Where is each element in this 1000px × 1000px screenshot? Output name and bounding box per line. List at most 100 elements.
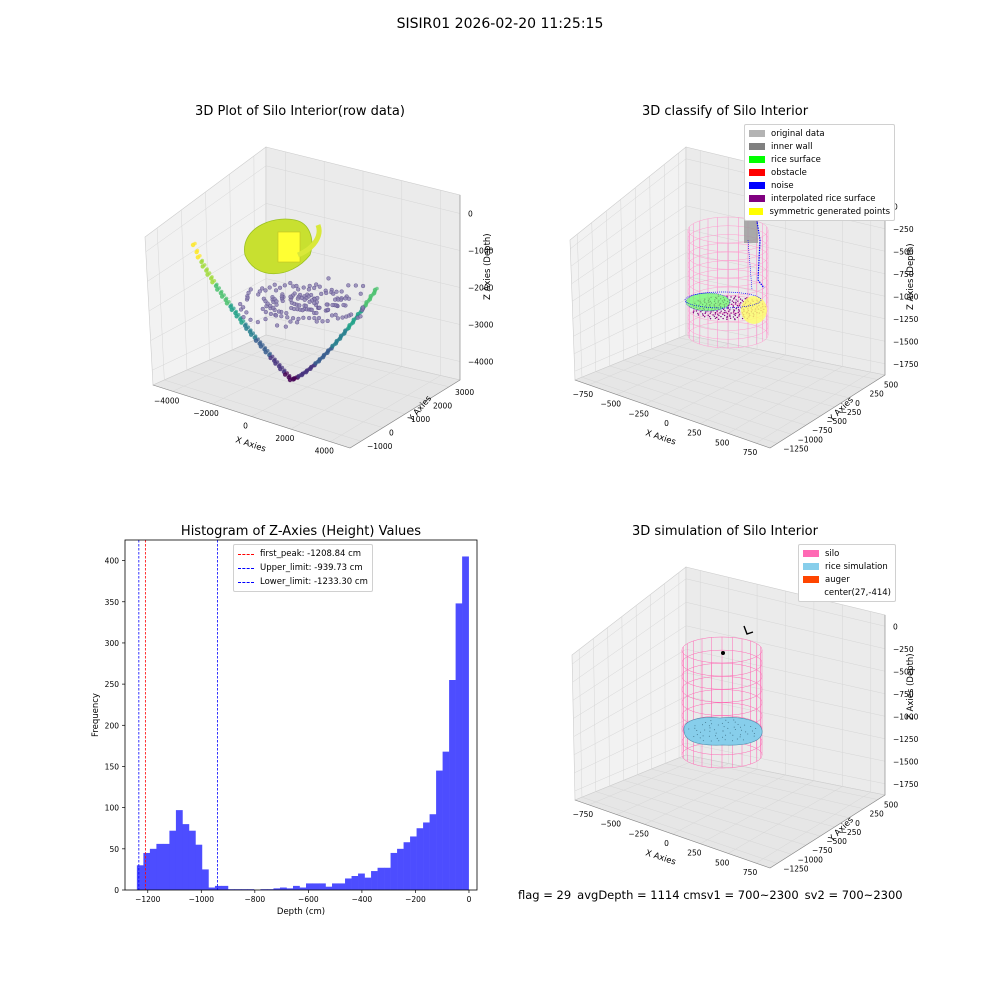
cls-y-tick-label: 250 <box>869 390 884 399</box>
cls-z-tick-label: −1250 <box>893 315 919 324</box>
histogram-bar <box>214 885 222 890</box>
histogram-bar <box>195 844 203 890</box>
histogram-bar <box>162 843 170 890</box>
simulation-z-axis-label: Z Axies (Depth) <box>906 653 916 720</box>
histogram-bar <box>319 883 326 890</box>
classify-legend-item: inner wall <box>749 140 890 153</box>
classify-legend-item: noise <box>749 179 890 192</box>
histogram-bar <box>436 770 443 890</box>
sim-z-tick-label: −1500 <box>893 757 919 766</box>
sim-x-tick-label: 0 <box>664 839 669 848</box>
histogram-y-tick-label: 50 <box>109 845 119 854</box>
status-sv1: sv1 = 700~2300 <box>700 888 799 902</box>
status-flag: flag = 29 <box>518 888 572 902</box>
legend-label: inner wall <box>771 141 813 152</box>
histogram-y-tick-label: 0 <box>114 886 119 895</box>
simulation-legend-item: center(27,-414) <box>803 586 891 599</box>
cls-z-tick-label: −1750 <box>893 360 919 369</box>
cls-y-tick-label: −250 <box>841 408 862 417</box>
histogram-bar <box>332 883 339 890</box>
cls-x-tick-label: −750 <box>573 390 594 399</box>
histogram-x-axis-label: Depth (cm) <box>277 907 325 917</box>
histogram-bar <box>410 836 417 890</box>
histogram-x-tick-label: −1200 <box>135 895 161 904</box>
raw-z-tick-label: −1000 <box>468 247 494 256</box>
raw-x-axis-label: X Axies <box>234 435 267 454</box>
legend-swatch <box>749 195 765 202</box>
cls-y-tick-label: −1250 <box>783 444 809 453</box>
sim-x-tick-label: 750 <box>743 868 758 877</box>
raw-x-tick-label: 2000 <box>275 434 294 443</box>
histogram-bar <box>449 680 456 890</box>
sim-x-tick-label: −500 <box>600 820 621 829</box>
histogram-bar <box>208 887 216 890</box>
simulation-legend-item: auger <box>803 573 891 586</box>
histogram-bar <box>306 883 313 890</box>
histogram-bar <box>364 877 372 890</box>
sim-z-tick-label: −1000 <box>893 712 919 721</box>
legend-swatch <box>803 563 819 570</box>
histogram-bar <box>377 867 385 890</box>
histogram-bar <box>273 888 281 890</box>
histogram-bar <box>240 889 248 890</box>
status-avg-depth: avgDepth = 1114 cm <box>577 888 701 902</box>
sim-y-tick-label: 500 <box>884 801 899 810</box>
sim-x-tick-label: −250 <box>628 829 649 838</box>
raw-plot-title: 3D Plot of Silo Interior(row data) <box>195 104 405 119</box>
raw-x-tick-label: −2000 <box>193 409 219 418</box>
classify-x-axis-label: X Axies <box>644 428 677 447</box>
histogram-bar <box>312 883 320 890</box>
histogram-bar <box>462 556 469 890</box>
simulation-x-axis-label: X Axies <box>644 848 677 867</box>
histogram-x-tick-label: −1000 <box>189 895 215 904</box>
legend-label: auger <box>825 574 850 585</box>
classify-legend-item: interpolated rice surface <box>749 192 890 205</box>
histogram-bar <box>351 876 359 890</box>
legend-label: first_peak: -1208.84 cm <box>260 549 362 559</box>
cls-x-tick-label: −500 <box>600 400 621 409</box>
cls-z-tick-label: −1500 <box>893 337 919 346</box>
histogram-x-tick-label: −600 <box>298 895 319 904</box>
histogram-y-tick-label: 400 <box>105 557 120 566</box>
histogram-legend-item: Upper_limit: -939.73 cm <box>238 561 368 575</box>
raw-z-tick-label: −3000 <box>468 321 494 330</box>
histogram-bar <box>442 751 450 890</box>
histogram-y-tick-label: 150 <box>105 762 120 771</box>
legend-line-sample <box>238 567 254 569</box>
histogram-bar <box>266 889 274 890</box>
histogram-title: Histogram of Z-Axies (Height) Values <box>180 524 422 539</box>
histogram-x-tick-label: −400 <box>352 895 373 904</box>
raw-y-tick-label: 1000 <box>411 415 430 424</box>
legend-line-sample <box>238 553 254 555</box>
histogram-bar <box>292 885 300 890</box>
classify-z-axis-label: Z Axies (Depth) <box>906 243 916 310</box>
sim-y-tick-label: −500 <box>826 837 847 846</box>
histogram-y-tick-label: 350 <box>105 598 120 607</box>
legend-swatch <box>749 169 765 176</box>
cls-z-tick-label: −500 <box>893 247 914 256</box>
cls-y-tick-label: 500 <box>884 381 899 390</box>
histogram-bar <box>169 830 177 890</box>
simulation-plot-title: 3D simulation of Silo Interior <box>632 524 818 539</box>
histogram-bar <box>423 822 430 890</box>
histogram-bar <box>429 814 437 890</box>
raw-x-tick-label: −4000 <box>154 396 180 405</box>
classify-legend-item: obstacle <box>749 166 890 179</box>
histogram-bar <box>345 878 352 890</box>
histogram-y-axis-label: Frequency <box>91 693 101 737</box>
cls-z-tick-label: −250 <box>893 225 914 234</box>
legend-swatch <box>749 130 765 137</box>
histogram-bar <box>279 887 287 890</box>
cls-y-tick-label: 0 <box>855 399 860 408</box>
raw-z-tick-label: 0 <box>468 210 473 219</box>
cls-x-tick-label: 0 <box>664 419 669 428</box>
histogram-bar <box>182 824 190 890</box>
raw-x-tick-label: 0 <box>243 422 248 431</box>
cls-z-tick-label: 0 <box>893 202 898 211</box>
sim-y-tick-label: −250 <box>841 828 862 837</box>
histogram-bar <box>201 869 209 890</box>
histogram-x-tick-label: −200 <box>405 895 426 904</box>
legend-label: original data <box>771 128 825 139</box>
histogram-bar <box>227 889 235 890</box>
histogram-bar <box>384 867 391 890</box>
